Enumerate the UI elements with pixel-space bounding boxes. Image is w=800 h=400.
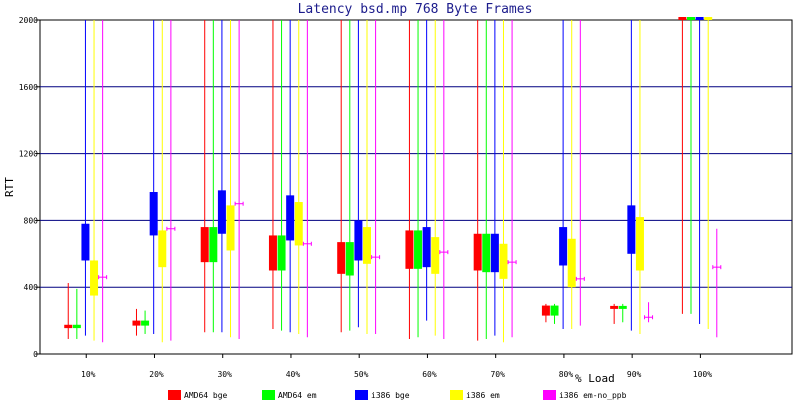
box <box>414 230 423 269</box>
x-tick-label: 70% <box>490 370 505 379</box>
y-tick-label: 1600 <box>19 83 38 92</box>
y-axis-label: RTT <box>3 177 16 197</box>
box <box>610 305 619 309</box>
box <box>550 305 559 316</box>
box <box>81 223 90 261</box>
y-tick-label: 800 <box>24 216 39 225</box>
box <box>686 17 695 20</box>
chart-title: Latency bsd.mp 768 Byte Frames <box>298 2 533 17</box>
x-tick-label: 20% <box>149 370 164 379</box>
box <box>362 227 371 264</box>
box <box>141 320 150 326</box>
box <box>422 227 431 268</box>
box <box>695 17 704 20</box>
x-tick-label: 60% <box>422 370 437 379</box>
box <box>132 320 141 326</box>
x-tick-label: 90% <box>627 370 642 379</box>
legend-label: AMD64 em <box>278 391 317 400</box>
box <box>618 305 627 309</box>
box <box>337 242 346 274</box>
box <box>149 192 158 236</box>
y-tick-label: 400 <box>24 283 39 292</box>
legend-label: i386 em <box>466 391 500 400</box>
box <box>200 227 209 263</box>
y-tick-label: 1200 <box>19 150 38 159</box>
x-axis-label: % Load <box>575 372 615 385</box>
y-tick-label: 2000 <box>19 16 38 25</box>
legend-label: i386 em-no_ppb <box>559 391 627 400</box>
box <box>226 205 235 251</box>
legend-label: i386 bge <box>371 391 410 400</box>
gridlines <box>40 86 792 288</box>
box <box>217 190 226 234</box>
box <box>90 260 99 296</box>
box <box>64 324 73 329</box>
box <box>678 17 687 20</box>
box <box>405 230 414 269</box>
legend: AMD64 bge AMD64 em i386 bge i386 em i386 em-… <box>168 390 627 400</box>
box <box>490 233 499 273</box>
box <box>354 220 363 261</box>
box <box>345 242 354 276</box>
legend-swatch <box>450 390 463 400</box>
box <box>72 324 81 329</box>
box <box>635 217 644 271</box>
box <box>286 195 295 241</box>
box <box>277 235 286 271</box>
box <box>294 202 303 246</box>
x-tick-label: 80% <box>559 370 574 379</box>
box <box>431 237 440 274</box>
box <box>567 238 576 288</box>
plot-area-frame <box>39 19 793 355</box>
x-axis-ticks: 10% 20% 30% 40% 50% 60% 70% 80% 90% 100% <box>81 354 712 379</box>
x-tick-label: 10% <box>81 370 96 379</box>
box <box>158 230 167 268</box>
box-marks <box>64 17 722 343</box>
legend-label: AMD64 bge <box>184 391 228 400</box>
y-tick-label: 0 <box>33 350 38 359</box>
x-tick-label: 40% <box>286 370 301 379</box>
x-tick-label: 50% <box>354 370 369 379</box>
box <box>627 205 636 254</box>
box <box>541 305 550 316</box>
box <box>499 243 508 279</box>
legend-swatch <box>168 390 181 400</box>
box <box>268 235 277 271</box>
box <box>704 17 713 20</box>
box <box>482 233 491 273</box>
box <box>209 227 218 263</box>
x-tick-label: 100% <box>693 370 712 379</box>
y-axis-ticks: 0 400 800 1200 1600 2000 <box>19 16 40 359</box>
box <box>559 227 568 266</box>
legend-swatch <box>262 390 275 400</box>
x-tick-label: 30% <box>217 370 232 379</box>
legend-swatch <box>543 390 556 400</box>
box <box>473 233 482 271</box>
legend-swatch <box>355 390 368 400</box>
